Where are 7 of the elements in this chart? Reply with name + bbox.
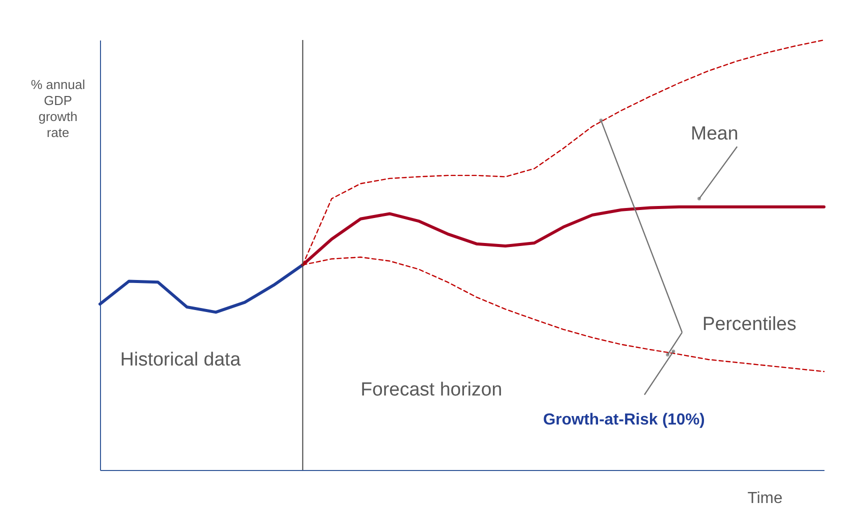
annotation: Percentiles (702, 314, 796, 336)
y-axis-title: % annual GDP growth rate (30, 77, 86, 140)
annotation: Growth-at-Risk (10%) (543, 412, 705, 429)
annotation: Mean (690, 123, 738, 144)
annotation: Forecast horizon (360, 380, 502, 401)
x-axis-title: Time (748, 490, 783, 507)
annotation: Historical data (120, 349, 242, 370)
